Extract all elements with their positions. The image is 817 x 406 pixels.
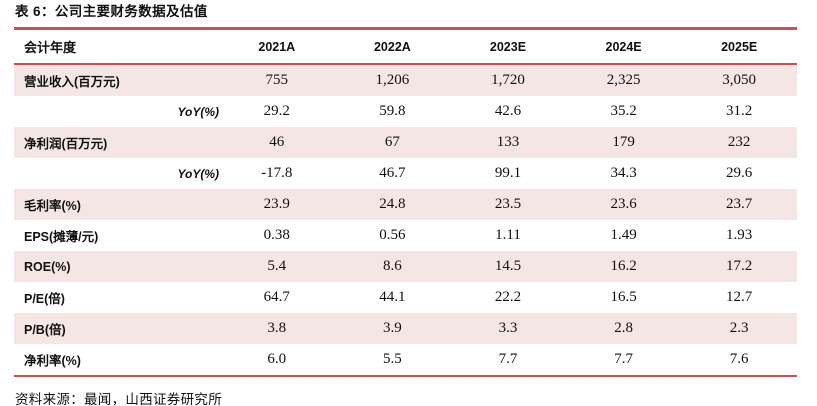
cell-value: 35.2: [610, 103, 637, 119]
cell-value: 44.1: [379, 289, 406, 305]
column-header-2025e: 2025E: [721, 39, 758, 54]
table-row-net-margin: 净利率(%) 6.0 5.5 7.7 7.7 7.6: [14, 344, 797, 375]
source-note: 资料来源：最闻，山西证券研究所: [15, 392, 222, 406]
row-label: 净利润(百万元): [24, 137, 108, 151]
cell-value: 7.6: [729, 351, 749, 367]
cell-value: 7.7: [614, 351, 633, 367]
cell-value: 1,206: [375, 72, 410, 88]
row-label: P/E(倍): [24, 292, 65, 306]
column-header-2022a: 2022A: [373, 39, 411, 54]
cell-value: 16.2: [610, 258, 637, 274]
cell-value: 0.38: [263, 227, 290, 243]
table-row-net-profit: 净利润(百万元) 46 67 133 179 232: [14, 127, 797, 158]
cell-value: 1.49: [610, 227, 637, 243]
table-row-gross-margin: 毛利率(%) 23.9 24.8 23.5 23.6 23.7: [14, 189, 797, 220]
cell-value: 64.7: [263, 289, 290, 305]
financial-table: 会计年度 2021A 2022A 2023E 2024E 2025E 营业收入(…: [14, 27, 797, 377]
cell-value: 0.56: [379, 227, 406, 243]
table-row-pb: P/B(倍) 3.8 3.9 3.3 2.8 2.3: [14, 313, 797, 344]
cell-value: 133: [496, 134, 520, 150]
cell-value: 232: [727, 134, 751, 150]
cell-value: 755: [265, 72, 289, 88]
table-row-pe: P/E(倍) 64.7 44.1 22.2 16.5 12.7: [14, 282, 797, 313]
cell-value: 46: [269, 134, 285, 150]
row-label: YoY(%): [177, 104, 219, 119]
cell-value: 1,720: [491, 72, 525, 88]
cell-value: 23.5: [494, 196, 522, 212]
cell-value: 5.5: [383, 351, 402, 367]
table-row-net-profit-yoy: YoY(%) -17.8 46.7 99.1 34.3 29.6: [14, 158, 797, 189]
cell-value: 59.8: [379, 103, 406, 119]
cell-value: 1.11: [495, 227, 521, 243]
table-row-roe: ROE(%) 5.4 8.6 14.5 16.2 17.2: [14, 251, 797, 282]
cell-value: 99.1: [494, 165, 522, 181]
cell-value: 179: [612, 134, 635, 150]
cell-value: 22.2: [494, 289, 522, 305]
row-label: YoY(%): [177, 166, 219, 181]
cell-value: 23.7: [726, 196, 753, 212]
cell-value: 2.8: [614, 320, 633, 336]
table-title: 表 6：公司主要财务数据及估值: [15, 4, 208, 19]
cell-value: 23.6: [610, 196, 637, 212]
cell-value: 2.3: [729, 320, 749, 336]
cell-value: 8.6: [383, 258, 402, 274]
cell-value: 42.6: [494, 103, 522, 119]
cell-value: 16.5: [610, 289, 637, 305]
column-header-2024e: 2024E: [605, 39, 642, 54]
cell-value: 3.9: [383, 320, 402, 336]
table-row-revenue: 营业收入(百万元) 755 1,206 1,720 2,325 3,050: [14, 65, 797, 96]
cell-value: 3,050: [722, 72, 757, 88]
cell-value: 7.7: [498, 351, 518, 367]
cell-value: 17.2: [726, 258, 753, 274]
row-label: 净利率(%): [24, 354, 81, 368]
table-row-eps: EPS(摊薄/元) 0.38 0.56 1.11 1.49 1.93: [14, 220, 797, 251]
column-header-2023e: 2023E: [489, 39, 527, 54]
cell-value: 14.5: [494, 258, 522, 274]
column-header-fiscal-year: 会计年度: [24, 40, 77, 55]
row-label: 营业收入(百万元): [24, 75, 120, 89]
cell-value: 29.2: [263, 103, 290, 119]
cell-value: 34.3: [610, 165, 637, 181]
row-label: ROE(%): [24, 259, 71, 274]
cell-value: 23.9: [263, 196, 290, 212]
cell-value: 5.4: [267, 258, 287, 274]
cell-value: 29.6: [726, 165, 753, 181]
cell-value: 6.0: [267, 351, 287, 367]
column-header-2021a: 2021A: [258, 39, 296, 54]
cell-value: 3.8: [267, 320, 287, 336]
cell-value: 12.7: [726, 289, 753, 305]
cell-value: 24.8: [379, 196, 406, 212]
row-label: 毛利率(%): [24, 199, 81, 213]
cell-value: 31.2: [726, 103, 753, 119]
row-label: P/B(倍): [24, 323, 66, 337]
cell-value: -17.8: [261, 165, 293, 181]
cell-value: 67: [384, 134, 400, 150]
row-label: EPS(摊薄/元): [24, 230, 99, 244]
table-header-row: 会计年度 2021A 2022A 2023E 2024E 2025E: [14, 30, 797, 65]
cell-value: 3.3: [498, 320, 518, 336]
table-row-revenue-yoy: YoY(%) 29.2 59.8 42.6 35.2 31.2: [14, 96, 797, 127]
cell-value: 1.93: [726, 227, 753, 243]
cell-value: 46.7: [379, 165, 406, 181]
cell-value: 2,325: [606, 72, 641, 88]
